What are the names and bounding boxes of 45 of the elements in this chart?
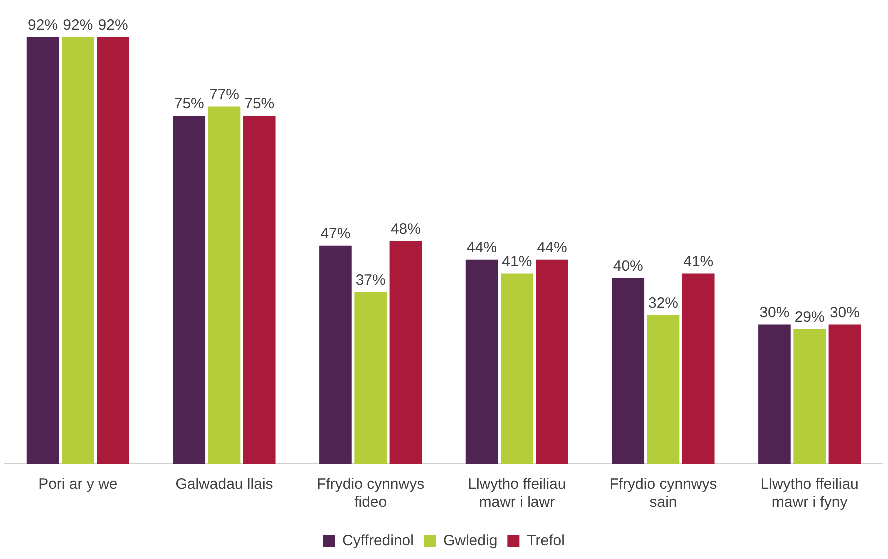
- data-label: 40%: [613, 258, 644, 276]
- bar: [208, 106, 241, 464]
- legend-label: Trefol: [527, 532, 565, 550]
- data-label: 41%: [502, 253, 532, 270]
- data-label: 48%: [390, 220, 421, 238]
- bar: [26, 37, 60, 464]
- data-label: 30%: [760, 304, 790, 322]
- data-label: 30%: [830, 304, 860, 322]
- data-label: 29%: [794, 309, 825, 326]
- bar: [828, 324, 862, 464]
- data-label: 75%: [174, 96, 204, 113]
- bar: [62, 37, 94, 464]
- data-label: 47%: [320, 226, 351, 243]
- data-label: 75%: [244, 96, 275, 113]
- data-label: 32%: [648, 295, 679, 312]
- x-tick-label: Galwadau llais: [176, 476, 274, 494]
- data-label: 92%: [28, 16, 58, 34]
- data-label: 77%: [209, 86, 240, 104]
- x-tick-label: Ffrydio cynnwys sain: [610, 476, 718, 512]
- x-tick-label: Pori ar y we: [38, 476, 118, 494]
- legend-label: Gwledig: [443, 532, 498, 550]
- x-tick-label: Ffrydio cynnwys fideo: [317, 476, 425, 512]
- data-label: 92%: [98, 16, 128, 34]
- x-tick-label: Llwytho ffeiliau mawr i lawr: [468, 476, 566, 512]
- data-label: 44%: [537, 239, 568, 256]
- bar: [794, 329, 826, 464]
- bar: [320, 246, 352, 464]
- bar: [612, 278, 645, 464]
- bar: [682, 274, 715, 464]
- data-label: 41%: [684, 253, 714, 270]
- bar: [647, 316, 680, 464]
- bar: [173, 116, 206, 464]
- x-tick-label: Llwytho ffeiliau mawr i fyny: [760, 476, 859, 512]
- data-label: 37%: [356, 272, 386, 289]
- bar: [97, 37, 130, 464]
- data-label: 44%: [467, 239, 498, 256]
- bar: [758, 324, 791, 464]
- bar: [536, 260, 568, 464]
- legend-label: Cyffredinol: [342, 532, 414, 550]
- bar: [243, 116, 276, 464]
- data-label: 92%: [63, 16, 94, 34]
- bar: [466, 260, 498, 464]
- bar: [501, 274, 534, 464]
- bar: [354, 292, 387, 464]
- bar: [390, 241, 422, 464]
